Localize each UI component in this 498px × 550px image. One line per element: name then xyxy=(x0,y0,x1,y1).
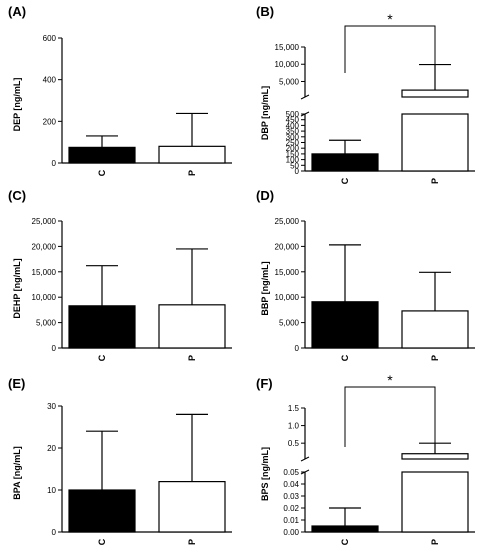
y-tick-label: 20,000 xyxy=(275,242,300,251)
category-label-c: C xyxy=(97,169,107,176)
panel-label: (C) xyxy=(8,188,26,203)
y-axis-title: DEHP [ng/mL] xyxy=(12,258,22,318)
panel-d: (D) 0 5,000 10,000 15,000 20,000 25,000 BBP [n… xyxy=(256,188,475,361)
bar-p xyxy=(158,304,226,349)
y-tick-label: 15,000 xyxy=(32,268,57,277)
category-label-c: C xyxy=(340,538,350,545)
panel-e: (E) 0 10 20 30 BPA [ng/mL] C P xyxy=(8,376,232,545)
y-tick-label: 30 xyxy=(47,402,56,411)
bar-c xyxy=(68,146,136,164)
y-tick-label: 1.0 xyxy=(288,422,300,431)
y-tick-label: 450 xyxy=(286,116,300,125)
panel-a: (A) 0 200 400 600 DEP [ng/mL] C P xyxy=(8,4,232,176)
y-tick-label: 5,000 xyxy=(279,319,300,328)
y-tick-label: 0.5 xyxy=(288,439,300,448)
y-tick-label: 350 xyxy=(286,127,300,136)
category-label-p: P xyxy=(430,178,440,184)
y-tick-label: 200 xyxy=(43,117,57,126)
category-label-c: C xyxy=(97,354,107,361)
category-label-p: P xyxy=(430,539,440,545)
panel-label: (D) xyxy=(256,188,274,203)
bar-p xyxy=(158,145,226,164)
bar-c xyxy=(311,153,379,172)
bar-p xyxy=(401,310,469,349)
y-axis-title: DBP [ng/mL] xyxy=(260,86,270,140)
y-tick-label: 15,000 xyxy=(275,268,300,277)
bar-c xyxy=(68,489,136,533)
significance-star: * xyxy=(387,11,393,27)
category-label-p: P xyxy=(430,355,440,361)
y-tick-label: 20 xyxy=(47,444,56,453)
category-label-p: P xyxy=(187,539,197,545)
y-tick-label: 0 xyxy=(52,159,57,168)
y-tick-label: 0.02 xyxy=(283,504,299,513)
category-label-p: P xyxy=(187,355,197,361)
bar-c xyxy=(311,525,379,533)
category-label-c: C xyxy=(97,538,107,545)
bar-p-lower xyxy=(401,471,469,533)
y-tick-label: 0 xyxy=(295,167,300,176)
y-tick-label: 300 xyxy=(286,133,300,142)
y-tick-label: 0.01 xyxy=(283,516,299,525)
y-tick-label: 50 xyxy=(290,161,299,170)
y-axis-title: BPA [ng/mL] xyxy=(12,446,22,500)
panel-label: (F) xyxy=(256,376,273,391)
bar-p-upper xyxy=(401,89,469,98)
y-tick-label: 10,000 xyxy=(32,293,57,302)
significance-star: * xyxy=(387,372,393,388)
bar-c xyxy=(311,301,379,349)
y-tick-label: 20,000 xyxy=(32,242,57,251)
panel-c: (C) 0 5,000 10,000 15,000 20,000 25,000 DEHP [… xyxy=(8,188,232,361)
y-tick-label: 0 xyxy=(52,528,57,537)
y-tick-label: 500 xyxy=(286,110,300,119)
y-axis-title: BPS [ng/mL] xyxy=(260,447,270,501)
y-tick-label: 15,000 xyxy=(275,43,300,52)
y-tick-label: 25,000 xyxy=(275,217,300,226)
y-tick-label: 10,000 xyxy=(275,293,300,302)
panel-label: (E) xyxy=(8,376,25,391)
significance-bracket xyxy=(344,25,436,73)
panel-label: (A) xyxy=(8,4,26,19)
y-tick-label: 0.05 xyxy=(283,468,299,477)
category-label-p: P xyxy=(187,170,197,176)
y-tick-label: 200 xyxy=(286,144,300,153)
bar-c xyxy=(68,305,136,349)
y-tick-label: 150 xyxy=(286,150,300,159)
y-tick-label: 600 xyxy=(43,34,57,43)
bar-p-upper xyxy=(401,453,469,460)
y-axis-title: DEP [ng/mL] xyxy=(12,78,22,132)
y-tick-label: 0.04 xyxy=(283,480,299,489)
y-tick-label: 1.5 xyxy=(288,404,300,413)
axis-break-mark xyxy=(300,94,310,100)
bar-p xyxy=(158,481,226,533)
y-tick-label: 0.00 xyxy=(283,528,299,537)
y-tick-label: 100 xyxy=(286,156,300,165)
y-tick-label: 5,000 xyxy=(279,77,300,86)
panel-f: (F) 0.00 0.01 0.02 0.03 0.04 0.05 0.5 1.0 1.5 BPS… xyxy=(256,372,475,545)
y-tick-label: 10,000 xyxy=(275,60,300,69)
panel-label: (B) xyxy=(256,4,274,19)
y-tick-label: 250 xyxy=(286,139,300,148)
y-tick-label: 400 xyxy=(43,76,57,85)
significance-bracket xyxy=(344,386,436,447)
category-label-c: C xyxy=(340,177,350,184)
y-tick-label: 0 xyxy=(52,344,57,353)
bar-p-lower xyxy=(401,113,469,172)
axis-break-mark xyxy=(300,456,310,462)
y-tick-label: 25,000 xyxy=(32,217,57,226)
y-tick-label: 0 xyxy=(295,344,300,353)
y-tick-label: 0.03 xyxy=(283,492,299,501)
y-axis-title: BBP [ng/mL] xyxy=(260,261,270,315)
y-tick-label: 5,000 xyxy=(36,319,57,328)
y-tick-label: 10 xyxy=(47,486,56,495)
y-tick-label: 400 xyxy=(286,121,300,130)
category-label-c: C xyxy=(340,354,350,361)
